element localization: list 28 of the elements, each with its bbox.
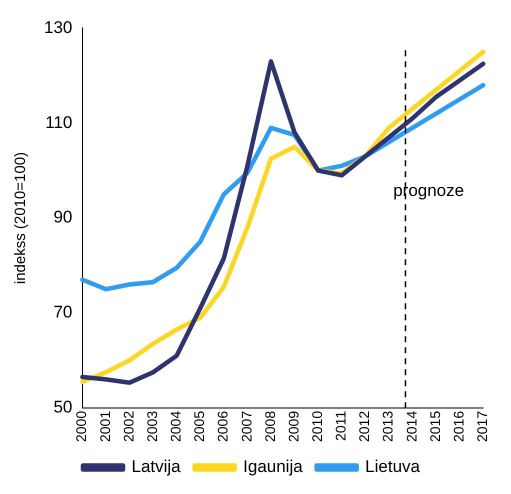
x-tick-label: 2010 [309, 410, 326, 442]
legend-label: Lietuva [365, 457, 421, 476]
x-tick-label: 2006 [214, 410, 231, 442]
x-tick-label: 2014 [403, 410, 420, 442]
x-tick-label: 2011 [332, 410, 349, 441]
legend-label: Latvija [131, 457, 182, 476]
annotation: prognoze [393, 180, 464, 200]
x-tick-label: 2016 [450, 410, 466, 442]
x-tick-label: 2004 [168, 410, 184, 442]
legend-label: Igaunija [243, 457, 304, 476]
x-tick-label: 2013 [380, 410, 396, 442]
y-tick-label: 110 [45, 112, 72, 132]
x-tick-label: 2001 [96, 410, 113, 442]
x-tick-label: 2000 [73, 410, 90, 442]
x-tick-label: 2015 [426, 410, 443, 442]
x-tick-label: 2005 [191, 410, 208, 442]
y-axis-title: indekss (2010=100) [12, 152, 30, 284]
x-tick-label: 2003 [144, 410, 160, 442]
y-tick-label: 70 [53, 302, 72, 322]
x-tick-label: 2008 [262, 410, 278, 442]
y-tick-label: 130 [44, 18, 72, 37]
y-tick-label: 90 [53, 208, 72, 227]
x-tick-label: 2007 [238, 410, 254, 442]
x-tick-label: 2012 [356, 410, 372, 442]
y-tick-label: 50 [53, 398, 72, 417]
x-tick-label: 2002 [120, 410, 136, 442]
x-tick-label: 2009 [285, 410, 302, 442]
x-tick-label: 2017 [474, 410, 490, 442]
